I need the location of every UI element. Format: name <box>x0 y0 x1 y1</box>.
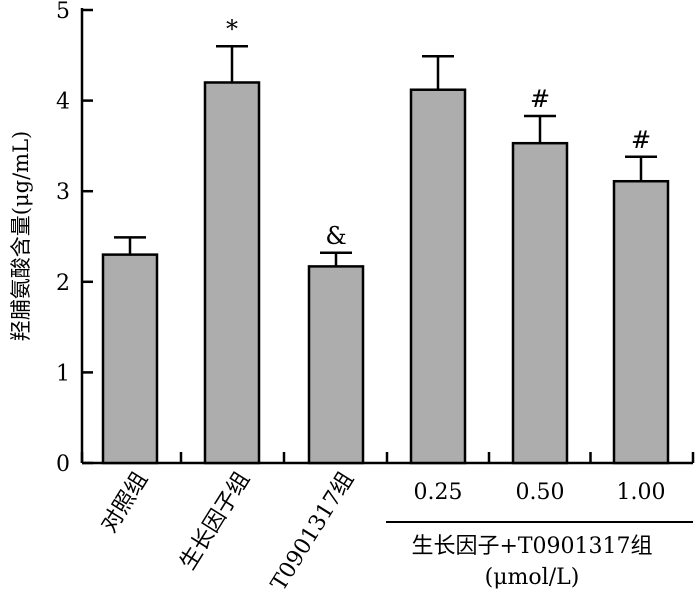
significance-mark-2: & <box>325 222 346 250</box>
y-tick-label: 1 <box>56 361 70 386</box>
significance-mark-5: # <box>631 126 651 154</box>
significance-mark-4: # <box>530 85 550 113</box>
x-category-label-4: 0.50 <box>516 480 565 505</box>
significance-mark-1: * <box>226 15 238 43</box>
bar-0 <box>101 253 159 465</box>
bar-4 <box>511 141 569 465</box>
x-category-label-5: 1.00 <box>617 480 666 505</box>
x-category-label-3: 0.25 <box>414 480 463 505</box>
y-tick-label: 5 <box>56 0 70 24</box>
y-tick-label: 0 <box>56 452 70 477</box>
bars <box>101 44 670 465</box>
group-label: 生长因子+T0901317组 <box>411 534 652 559</box>
y-axis-title: 羟脯氨酸含量(μg/mL) <box>9 131 33 341</box>
group-unit-label: (μmol/L) <box>485 565 580 590</box>
y-tick-label: 3 <box>56 180 70 205</box>
bar-2 <box>307 265 365 465</box>
bar-3 <box>409 88 467 465</box>
x-category-label-0: 对照组 <box>97 468 153 537</box>
x-category-label-2: T0901317组 <box>267 468 360 595</box>
bar-5 <box>612 179 670 465</box>
axes <box>80 8 695 523</box>
y-tick-label: 4 <box>56 90 70 115</box>
y-tick-label: 2 <box>56 271 70 296</box>
bar-1 <box>203 81 261 465</box>
x-category-label-1: 生长因子组 <box>176 468 256 575</box>
